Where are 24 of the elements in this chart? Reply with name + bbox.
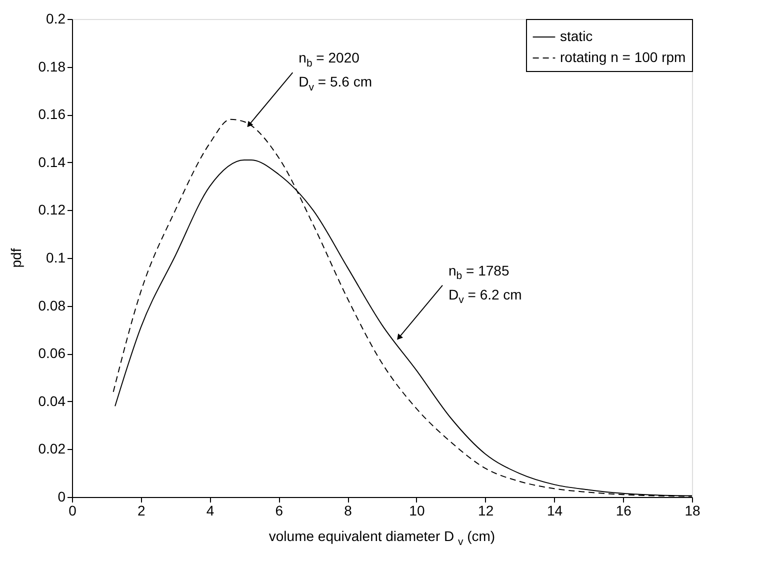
y-tick-label: 0.06 <box>38 345 66 362</box>
x-tick-label: 12 <box>478 502 494 518</box>
x-tick-label: 0 <box>68 502 77 518</box>
y-tick-label: 0.18 <box>38 58 66 74</box>
x-tick-label: 14 <box>546 502 563 518</box>
y-tick-label: 0.12 <box>38 202 66 218</box>
legend-label: rotating n = 100 rpm <box>560 49 686 65</box>
x-tick-label: 6 <box>275 502 284 518</box>
y-tick-label: 0.2 <box>46 10 66 26</box>
x-tick-label: 10 <box>409 502 425 518</box>
x-tick-label: 8 <box>344 502 352 518</box>
x-tick-label: 16 <box>616 502 632 518</box>
y-tick-label: 0 <box>58 488 66 504</box>
y-tick-label: 0.08 <box>38 297 66 314</box>
y-tick-label: 0.16 <box>38 106 66 122</box>
y-axis-title: pdf <box>8 248 24 268</box>
x-tick-label: 4 <box>206 502 214 518</box>
y-tick-label: 0.1 <box>46 250 66 266</box>
y-tick-label: 0.04 <box>38 392 66 409</box>
x-tick-label: 18 <box>684 502 700 518</box>
x-tick-label: 2 <box>137 502 146 518</box>
y-tick-label: 0.02 <box>38 440 66 457</box>
legend-label: static <box>560 28 593 44</box>
y-tick-label: 0.14 <box>38 154 66 170</box>
